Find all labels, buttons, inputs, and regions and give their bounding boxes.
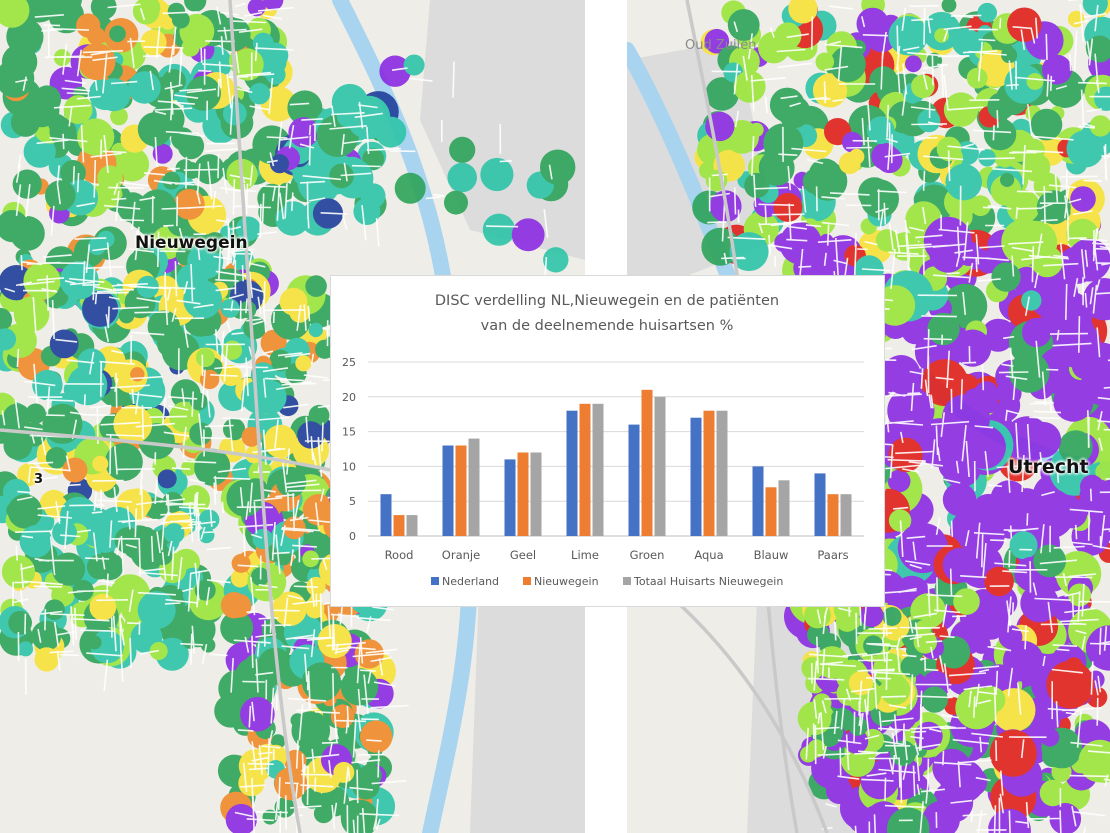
chart-y-tick-labels: 0 5 10 15 20 25 bbox=[342, 356, 356, 543]
disc-bar-chart: DISC verdelling NL,Nieuwegein en de pati… bbox=[342, 293, 864, 588]
bar-groen-1 bbox=[628, 424, 640, 536]
canal bbox=[627, 42, 745, 308]
bar-lime-2 bbox=[579, 403, 591, 536]
bar-paars-3 bbox=[840, 494, 852, 536]
bar-groen-3 bbox=[654, 396, 666, 536]
bar-aqua-2 bbox=[703, 410, 715, 536]
bar-oranje-3 bbox=[468, 438, 480, 536]
disc-chart: DISC verdelling NL,Nieuwegein en de pati… bbox=[330, 275, 885, 607]
x-tick-label-geel: Geel bbox=[510, 548, 536, 562]
legend-label-3: Totaal Huisarts Nieuwegein bbox=[633, 575, 783, 588]
y-tick-label-0: 0 bbox=[349, 530, 356, 543]
street-network bbox=[1, 2, 553, 833]
legend-label-2: Nieuwegein bbox=[534, 575, 599, 588]
chart-gridlines bbox=[368, 361, 864, 537]
legend-swatch-1 bbox=[431, 577, 439, 585]
bar-oranje-1 bbox=[442, 445, 454, 536]
legend-swatch-2 bbox=[523, 577, 531, 585]
x-tick-label-blauw: Blauw bbox=[754, 548, 789, 562]
place-label-oud-zuilen: Oud Zuilen bbox=[685, 38, 757, 53]
y-tick-label-25: 25 bbox=[342, 356, 356, 369]
legend-label-1: Nederland bbox=[442, 575, 499, 588]
bar-blauw-3 bbox=[778, 480, 790, 536]
place-label-utrecht: Utrecht bbox=[1008, 456, 1089, 478]
bar-rood-3 bbox=[406, 515, 418, 536]
bar-geel-1 bbox=[504, 459, 516, 536]
x-tick-label-paars: Paars bbox=[817, 548, 848, 562]
bar-groen-2 bbox=[641, 389, 653, 536]
x-tick-label-lime: Lime bbox=[571, 548, 599, 562]
bar-oranje-2 bbox=[455, 445, 467, 536]
highway bbox=[0, 428, 331, 472]
chart-bars bbox=[380, 389, 852, 536]
x-tick-label-groen: Groen bbox=[630, 548, 665, 562]
bar-lime-3 bbox=[592, 403, 604, 536]
bar-rood-1 bbox=[380, 494, 392, 536]
map-marker-label: 3 bbox=[34, 472, 44, 487]
chart-legend: Nederland Nieuwegein Totaal Huisarts Nieuw… bbox=[431, 575, 783, 588]
chart-x-tick-labels: Rood Oranje Geel Lime Groen Aqua Blauw Paars bbox=[385, 548, 849, 562]
highway bbox=[228, 0, 302, 833]
y-tick-label-5: 5 bbox=[349, 495, 356, 508]
industrial-area bbox=[470, 540, 585, 833]
place-label-nieuwegein: Nieuwegein bbox=[135, 233, 248, 253]
x-tick-label-rood: Rood bbox=[385, 548, 414, 562]
bar-lime-1 bbox=[566, 410, 578, 536]
bar-rood-2 bbox=[393, 515, 405, 536]
x-tick-label-aqua: Aqua bbox=[694, 548, 723, 562]
chart-title-line-2: van de deelnemende huisartsen % bbox=[481, 318, 734, 334]
bar-geel-2 bbox=[517, 452, 529, 536]
x-tick-label-oranje: Oranje bbox=[442, 548, 480, 562]
y-tick-label-20: 20 bbox=[342, 391, 356, 404]
y-tick-label-10: 10 bbox=[342, 460, 356, 473]
bar-geel-3 bbox=[530, 452, 542, 536]
bar-paars-2 bbox=[827, 494, 839, 536]
legend-swatch-3 bbox=[623, 577, 631, 585]
chart-title-line-1: DISC verdelling NL,Nieuwegein en de pati… bbox=[435, 293, 779, 309]
y-tick-label-15: 15 bbox=[342, 426, 356, 439]
bar-aqua-1 bbox=[690, 417, 702, 536]
bar-blauw-1 bbox=[752, 466, 764, 536]
bar-blauw-2 bbox=[765, 487, 777, 536]
bar-paars-1 bbox=[814, 473, 826, 536]
bar-aqua-3 bbox=[716, 410, 728, 536]
